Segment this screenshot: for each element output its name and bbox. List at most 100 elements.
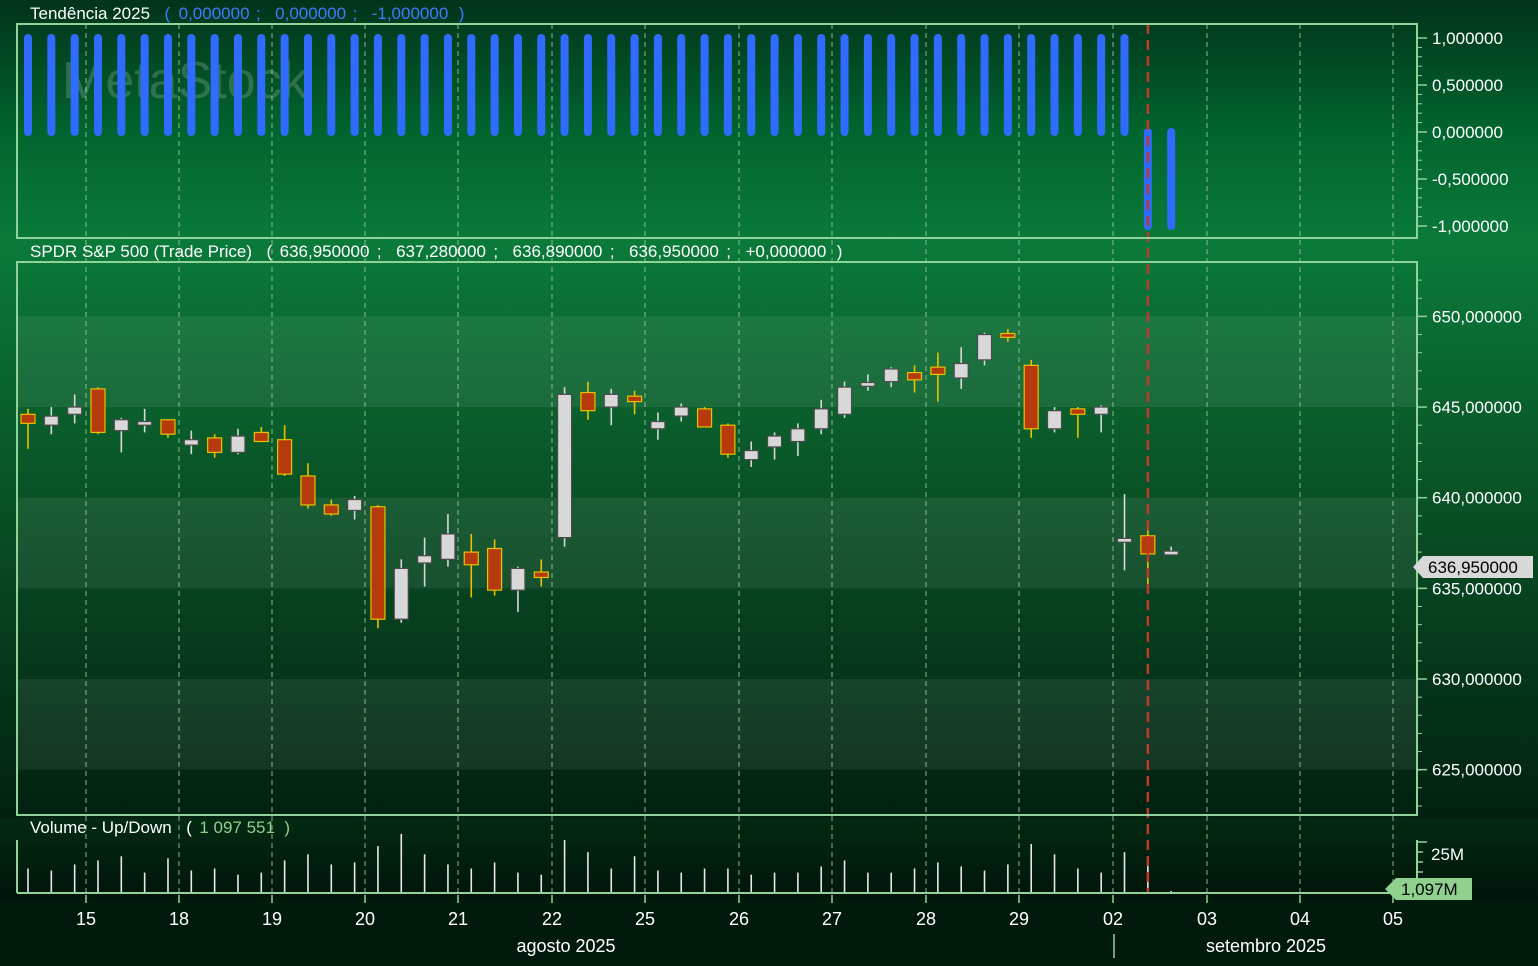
candle-body [113, 419, 129, 432]
price-paren-open: ( [266, 242, 272, 261]
price-tick-label: 625,000000 [1432, 761, 1522, 780]
candle-body [906, 372, 923, 381]
candle-body [1070, 408, 1086, 415]
indicator-sep-1: ; [256, 4, 261, 23]
candle-body [836, 386, 853, 415]
candle-body [720, 424, 736, 455]
month-label-agosto: agosto 2025 [516, 936, 615, 956]
x-tick-label: 28 [916, 909, 936, 929]
x-tick-label: 04 [1290, 909, 1310, 929]
candle-body [1000, 332, 1016, 338]
indicator-tick-label: 1,000000 [1432, 29, 1503, 48]
candle-body [370, 506, 386, 620]
candle-body [43, 415, 59, 426]
x-tick-label: 21 [448, 909, 468, 929]
indicator-panel-background [0, 0, 1538, 242]
candle-body [1046, 410, 1063, 430]
price-sep-1: ; [377, 242, 382, 261]
candle-body [160, 419, 176, 435]
candle-body [1093, 406, 1109, 415]
volume-series [27, 833, 1172, 893]
price-sep-3: ; [610, 242, 615, 261]
candle-body [417, 555, 433, 564]
x-tick-label: 27 [822, 909, 842, 929]
candle-body [463, 551, 479, 566]
price-y-axis: 650,000000 645,000000 640,000000 635,000000… [1417, 279, 1522, 807]
indicator-tick-label: -1,000000 [1432, 217, 1509, 236]
volume-header: Volume - Up/Down ( 1 097 551 ) [30, 818, 290, 837]
price-tick-label: 645,000000 [1432, 398, 1522, 417]
volume-y-axis: 25M 1,097M [1385, 841, 1472, 900]
indicator-paren-close: ) [459, 4, 465, 23]
last-price-badge: 636,950000 [1413, 556, 1533, 578]
candle-body [1116, 537, 1133, 543]
price-tick-label: 640,000000 [1432, 489, 1522, 508]
candle-body [300, 475, 316, 506]
volume-paren-close: ) [284, 818, 290, 837]
candle-body [1163, 550, 1179, 556]
indicator-title: Tendência 2025 [30, 4, 150, 23]
price-tick-label: 650,000000 [1432, 307, 1522, 326]
candle-body [766, 435, 783, 448]
candle-body [580, 391, 596, 412]
candle-body [930, 366, 946, 376]
price-open-value: 636,950000 [280, 242, 370, 261]
indicator-paren-open: ( [165, 4, 171, 23]
candle-body [487, 547, 503, 591]
x-tick-label: 15 [76, 909, 96, 929]
x-tick-label: 25 [635, 909, 655, 929]
x-tick-label: 26 [729, 909, 749, 929]
price-tick-label: 635,000000 [1432, 579, 1522, 598]
candle-body [230, 435, 246, 453]
candle-body [20, 413, 36, 424]
candle-body [1023, 364, 1039, 430]
price-tick-label: 630,000000 [1432, 670, 1522, 689]
indicator-value-2: 0,000000 [275, 4, 346, 23]
volume-title: Volume - Up/Down [30, 818, 172, 837]
watermark: MetaStock [62, 52, 309, 110]
indicator-tick-label: -0,500000 [1432, 170, 1509, 189]
x-axis: 15 18 19 20 21 22 25 26 27 28 29 02 03 04 05 [76, 895, 1403, 929]
x-tick-label: 05 [1383, 909, 1403, 929]
candle-body [953, 362, 969, 379]
volume-paren-open: ( [186, 818, 192, 837]
candle-body [533, 571, 549, 579]
price-band [17, 679, 1417, 770]
candle-body [883, 368, 899, 383]
trend-series [24, 34, 1176, 230]
price-title: SPDR S&P 500 (Trade Price) [30, 242, 252, 261]
candle-body [323, 504, 339, 515]
price-sep-2: ; [493, 242, 498, 261]
indicator-value-3: -1,000000 [372, 4, 449, 23]
x-tick-label: 02 [1103, 909, 1123, 929]
indicator-tick-label: 0,000000 [1432, 123, 1503, 142]
x-tick-label: 03 [1197, 909, 1217, 929]
indicator-tick-label: 0,500000 [1432, 76, 1503, 95]
candle-body [603, 393, 619, 408]
last-price-label: 636,950000 [1428, 558, 1518, 577]
month-label-setembro: setembro 2025 [1206, 936, 1326, 956]
candle-body [860, 381, 876, 387]
volume-panel-background [0, 818, 1538, 898]
candle-body [650, 420, 666, 430]
candle-body [626, 395, 643, 403]
candle-body [347, 498, 363, 511]
indicator-header: Tendência 2025 ( 0,000000 ; 0,000000 ; -… [30, 4, 464, 23]
indicator-panel-frame [16, 23, 1418, 239]
x-tick-label: 29 [1009, 909, 1029, 929]
volume-last-label: 1,097M [1401, 880, 1458, 899]
candle-body [67, 406, 83, 415]
volume-value: 1 097 551 [199, 818, 275, 837]
vertical-grid [85, 24, 1394, 893]
candle-body [137, 420, 153, 426]
candle-body [393, 567, 409, 620]
candle-body [556, 393, 573, 539]
price-change-value: +0,000000 [745, 242, 826, 261]
price-low-value: 636,890000 [513, 242, 603, 261]
candle-body [277, 439, 293, 475]
candle-body [696, 408, 713, 428]
price-panel-frame [16, 261, 1418, 816]
candle-body [976, 333, 993, 361]
price-paren-close: ) [837, 242, 843, 261]
